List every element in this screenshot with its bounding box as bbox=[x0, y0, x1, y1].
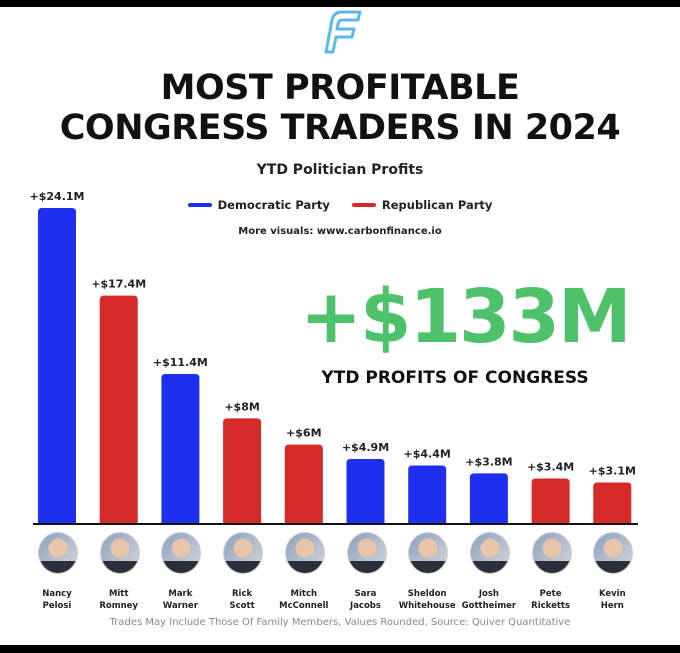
chart-title: YTD Politician Profits bbox=[256, 162, 424, 178]
last-name: Whitehouse bbox=[398, 601, 456, 611]
avatar-scott bbox=[223, 532, 264, 574]
title-line-2: CONGRESS TRADERS IN 2024 bbox=[59, 108, 621, 148]
legend-label: Republican Party bbox=[381, 198, 493, 212]
legend-swatch-red bbox=[351, 203, 376, 207]
legend-republican: Republican Party bbox=[351, 198, 493, 212]
bar-value-label: +$11.4M bbox=[153, 356, 208, 369]
bar-gottheimer bbox=[469, 473, 508, 523]
last-name: McConnell bbox=[279, 601, 329, 611]
avatar-jacobs bbox=[346, 532, 387, 574]
bar-jacobs bbox=[346, 458, 385, 523]
bar-scott bbox=[223, 418, 262, 523]
last-name: Scott bbox=[229, 601, 255, 611]
bar-value-label: +$4.4M bbox=[404, 447, 451, 460]
first-name: Kevin bbox=[598, 589, 626, 599]
person-name: Nancy Pelosi bbox=[22, 588, 92, 612]
avatar-pelosi bbox=[38, 532, 78, 574]
page-title: MOST PROFITABLE CONGRESS TRADERS IN 2024 bbox=[0, 68, 680, 148]
person-name: Mitt Romney bbox=[84, 588, 154, 612]
bar-value-label: +$4.9M bbox=[342, 441, 389, 454]
avatar-gottheimer bbox=[469, 532, 510, 574]
first-name: Mitch bbox=[290, 589, 318, 599]
first-name: Josh bbox=[478, 589, 499, 599]
last-name: Gottheimer bbox=[461, 601, 517, 611]
last-name: Warner bbox=[162, 601, 198, 611]
last-name: Romney bbox=[99, 601, 138, 611]
more-visuals-link[interactable]: More visuals: www.carbonfinance.io bbox=[238, 226, 442, 237]
total-profit-value: +$133M bbox=[300, 274, 632, 360]
legend: Democratic Party Republican Party bbox=[0, 198, 680, 212]
bar-value-label: +$8M bbox=[224, 400, 259, 413]
bar-value-label: +$24.1M bbox=[30, 190, 85, 203]
avatar-whitehouse bbox=[408, 532, 449, 574]
total-profit-caption: YTD PROFITS OF CONGRESS bbox=[321, 368, 589, 388]
avatar-romney bbox=[99, 532, 140, 574]
carbon-finance-logo-icon bbox=[324, 10, 362, 54]
last-name: Hern bbox=[600, 601, 624, 611]
person-name: Mark Warner bbox=[145, 588, 215, 612]
last-name: Pelosi bbox=[42, 601, 72, 611]
avatar-mcconnell bbox=[284, 532, 325, 574]
first-name: Rick bbox=[232, 589, 253, 599]
last-name: Jacobs bbox=[350, 601, 381, 611]
source-note: Trades May Include Those Of Family Membe… bbox=[109, 617, 571, 628]
person-name: Josh Gottheimer bbox=[454, 588, 524, 612]
bar-ricketts bbox=[531, 478, 570, 523]
first-name: Mark bbox=[168, 589, 193, 599]
first-name: Pete bbox=[539, 589, 562, 599]
bar-whitehouse bbox=[408, 465, 447, 523]
legend-democratic: Democratic Party bbox=[187, 198, 330, 212]
title-line-1: MOST PROFITABLE bbox=[160, 68, 520, 108]
avatar-warner bbox=[161, 532, 202, 574]
bar-pelosi bbox=[38, 208, 76, 523]
person-name: Pete Ricketts bbox=[516, 588, 586, 612]
avatar-ricketts bbox=[531, 532, 572, 574]
bar-value-label: +$17.4M bbox=[91, 278, 146, 291]
bar-mcconnell bbox=[284, 444, 323, 523]
last-name: Ricketts bbox=[531, 601, 571, 611]
first-name: Sheldon bbox=[407, 589, 447, 599]
bar-value-label: +$3.8M bbox=[465, 455, 512, 468]
bar-value-label: +$3.1M bbox=[589, 464, 636, 477]
person-name: Sara Jacobs bbox=[331, 588, 401, 612]
bar-hern bbox=[593, 482, 632, 523]
first-name: Mitt bbox=[108, 589, 129, 599]
first-name: Nancy bbox=[42, 589, 72, 599]
person-name: Kevin Hern bbox=[577, 588, 647, 612]
person-name: Rick Scott bbox=[207, 588, 277, 612]
bar-romney bbox=[99, 295, 138, 523]
person-name: Mitch McConnell bbox=[269, 588, 339, 612]
avatar-hern bbox=[593, 532, 634, 574]
first-name: Sara bbox=[354, 589, 377, 599]
person-name: Sheldon Whitehouse bbox=[392, 588, 462, 612]
legend-swatch-blue bbox=[187, 203, 212, 207]
bar-value-label: +$6M bbox=[286, 427, 321, 440]
bar-warner bbox=[161, 373, 200, 523]
legend-label: Democratic Party bbox=[217, 198, 330, 212]
bar-value-label: +$3.4M bbox=[527, 461, 574, 474]
